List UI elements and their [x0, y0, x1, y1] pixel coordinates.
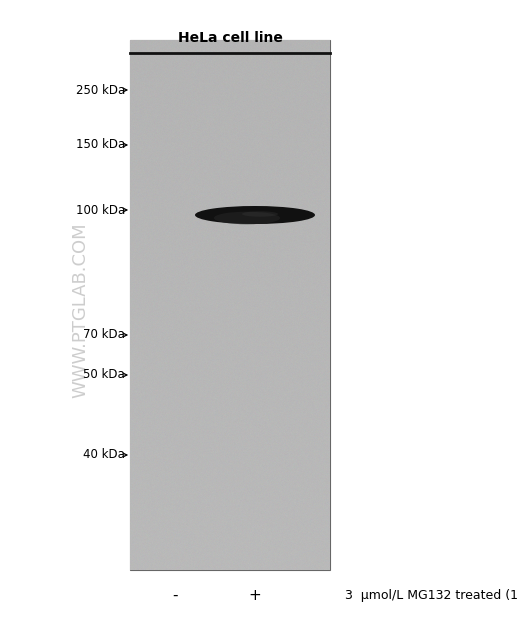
Bar — [130, 40, 330, 570]
Text: 150 kDa: 150 kDa — [76, 138, 125, 152]
Text: 250 kDa: 250 kDa — [76, 83, 125, 96]
Ellipse shape — [195, 206, 315, 224]
Ellipse shape — [214, 212, 280, 224]
Text: 50 kDa: 50 kDa — [83, 368, 125, 381]
Text: -: - — [172, 587, 178, 602]
Text: WWW.PTGLAB.COM: WWW.PTGLAB.COM — [71, 222, 89, 398]
Text: 100 kDa: 100 kDa — [76, 204, 125, 217]
Text: 70 kDa: 70 kDa — [83, 329, 125, 342]
Text: 40 kDa: 40 kDa — [83, 448, 125, 461]
Text: HeLa cell line: HeLa cell line — [177, 31, 282, 45]
Text: +: + — [249, 587, 262, 602]
Ellipse shape — [242, 211, 278, 217]
Text: 3  μmol/L MG132 treated (16h): 3 μmol/L MG132 treated (16h) — [345, 589, 517, 602]
